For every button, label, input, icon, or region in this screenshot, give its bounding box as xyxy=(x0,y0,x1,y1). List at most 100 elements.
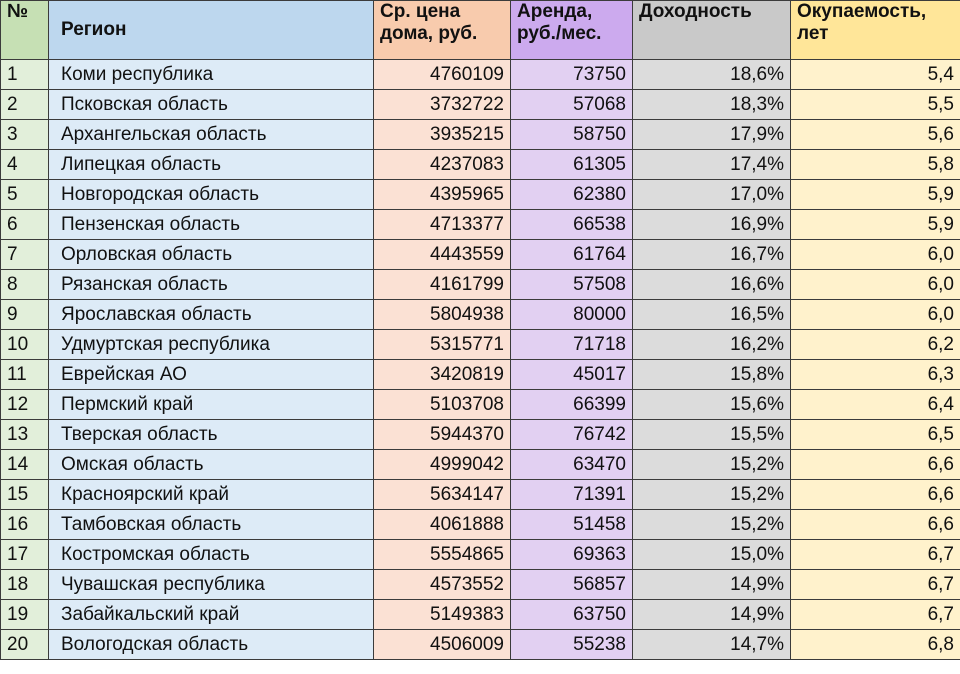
price-cell: 5149383 xyxy=(373,599,511,630)
rent-cell: 73750 xyxy=(510,59,633,90)
table-row: 20 Вологодская область 4506009 55238 14,7% 6,… xyxy=(0,629,960,660)
region-cell: Липецкая область xyxy=(48,149,374,180)
price-cell: 5944370 xyxy=(373,419,511,450)
yield-cell: 14,7% xyxy=(632,629,791,660)
price-cell: 5554865 xyxy=(373,539,511,570)
yield-cell: 16,6% xyxy=(632,269,791,300)
price-cell: 5634147 xyxy=(373,479,511,510)
header-payback: Окупаемость, лет xyxy=(790,0,960,60)
rent-cell: 57068 xyxy=(510,89,633,120)
rent-cell: 66399 xyxy=(510,389,633,420)
table-row: 10 Удмуртская республика 5315771 71718 16,2%… xyxy=(0,329,960,360)
header-num: № xyxy=(0,0,49,60)
region-cell: Псковская область xyxy=(48,89,374,120)
yield-cell: 15,5% xyxy=(632,419,791,450)
row-num-cell: 12 xyxy=(0,389,49,420)
payback-cell: 6,6 xyxy=(790,449,960,480)
row-num-cell: 1 xyxy=(0,59,49,90)
region-cell: Омская область xyxy=(48,449,374,480)
region-cell: Рязанская область xyxy=(48,269,374,300)
yield-cell: 15,2% xyxy=(632,479,791,510)
table-row: 13 Тверская область 5944370 76742 15,5% 6,5 xyxy=(0,419,960,450)
table-row: 19 Забайкальский край 5149383 63750 14,9% 6,7 xyxy=(0,599,960,630)
row-num-cell: 3 xyxy=(0,119,49,150)
rent-cell: 63750 xyxy=(510,599,633,630)
table-row: 15 Красноярский край 5634147 71391 15,2% 6,6 xyxy=(0,479,960,510)
rent-cell: 61764 xyxy=(510,239,633,270)
price-cell: 4713377 xyxy=(373,209,511,240)
rent-cell: 71718 xyxy=(510,329,633,360)
price-cell: 4237083 xyxy=(373,149,511,180)
yield-cell: 18,3% xyxy=(632,89,791,120)
payback-cell: 6,0 xyxy=(790,299,960,330)
row-num-cell: 18 xyxy=(0,569,49,600)
header-yield: Доходность xyxy=(632,0,791,60)
rent-cell: 57508 xyxy=(510,269,633,300)
price-cell: 4161799 xyxy=(373,269,511,300)
table-row: 17 Костромская область 5554865 69363 15,0% 6,… xyxy=(0,539,960,570)
rent-cell: 62380 xyxy=(510,179,633,210)
yield-cell: 17,9% xyxy=(632,119,791,150)
row-num-cell: 14 xyxy=(0,449,49,480)
row-num-cell: 15 xyxy=(0,479,49,510)
price-cell: 4999042 xyxy=(373,449,511,480)
rent-cell: 80000 xyxy=(510,299,633,330)
rent-cell: 55238 xyxy=(510,629,633,660)
rent-cell: 61305 xyxy=(510,149,633,180)
row-num-cell: 7 xyxy=(0,239,49,270)
price-cell: 4443559 xyxy=(373,239,511,270)
price-cell: 3420819 xyxy=(373,359,511,390)
header-rent: Аренда, руб./мес. xyxy=(510,0,633,60)
yield-cell: 15,6% xyxy=(632,389,791,420)
payback-cell: 5,5 xyxy=(790,89,960,120)
region-cell: Пензенская область xyxy=(48,209,374,240)
region-cell: Тверская область xyxy=(48,419,374,450)
region-cell: Новгородская область xyxy=(48,179,374,210)
region-cell: Вологодская область xyxy=(48,629,374,660)
rent-cell: 76742 xyxy=(510,419,633,450)
yield-cell: 14,9% xyxy=(632,599,791,630)
yield-cell: 16,5% xyxy=(632,299,791,330)
payback-cell: 6,2 xyxy=(790,329,960,360)
region-cell: Архангельская область xyxy=(48,119,374,150)
price-cell: 5315771 xyxy=(373,329,511,360)
rent-cell: 71391 xyxy=(510,479,633,510)
table-body: 1 Коми республика 4760109 73750 18,6% 5,4 2 Пск… xyxy=(0,59,960,660)
table-row: 16 Тамбовская область 4061888 51458 15,2% 6,6 xyxy=(0,509,960,540)
rent-cell: 66538 xyxy=(510,209,633,240)
region-cell: Забайкальский край xyxy=(48,599,374,630)
price-cell: 3732722 xyxy=(373,89,511,120)
row-num-cell: 17 xyxy=(0,539,49,570)
region-cell: Еврейская АО xyxy=(48,359,374,390)
row-num-cell: 6 xyxy=(0,209,49,240)
row-num-cell: 8 xyxy=(0,269,49,300)
rent-cell: 45017 xyxy=(510,359,633,390)
table-row: 7 Орловская область 4443559 61764 16,7% 6,0 xyxy=(0,239,960,270)
payback-cell: 6,0 xyxy=(790,269,960,300)
table-row: 6 Пензенская область 4713377 66538 16,9% 5,9 xyxy=(0,209,960,240)
payback-cell: 6,6 xyxy=(790,509,960,540)
rent-cell: 58750 xyxy=(510,119,633,150)
payback-cell: 6,3 xyxy=(790,359,960,390)
table-row: 4 Липецкая область 4237083 61305 17,4% 5,8 xyxy=(0,149,960,180)
yield-cell: 15,2% xyxy=(632,509,791,540)
payback-cell: 6,6 xyxy=(790,479,960,510)
row-num-cell: 2 xyxy=(0,89,49,120)
row-num-cell: 11 xyxy=(0,359,49,390)
row-num-cell: 10 xyxy=(0,329,49,360)
row-num-cell: 19 xyxy=(0,599,49,630)
table-row: 11 Еврейская АО 3420819 45017 15,8% 6,3 xyxy=(0,359,960,390)
table-row: 18 Чувашская республика 4573552 56857 14,9% 6… xyxy=(0,569,960,600)
yield-cell: 15,2% xyxy=(632,449,791,480)
yield-cell: 16,2% xyxy=(632,329,791,360)
yield-cell: 17,0% xyxy=(632,179,791,210)
row-num-cell: 16 xyxy=(0,509,49,540)
payback-cell: 6,4 xyxy=(790,389,960,420)
region-cell: Пермский край xyxy=(48,389,374,420)
header-row: № Регион Ср. цена дома, руб. Аренда, руб… xyxy=(0,0,960,60)
price-cell: 4395965 xyxy=(373,179,511,210)
yield-cell: 16,7% xyxy=(632,239,791,270)
rent-cell: 63470 xyxy=(510,449,633,480)
table-row: 1 Коми республика 4760109 73750 18,6% 5,4 xyxy=(0,59,960,90)
yield-cell: 14,9% xyxy=(632,569,791,600)
